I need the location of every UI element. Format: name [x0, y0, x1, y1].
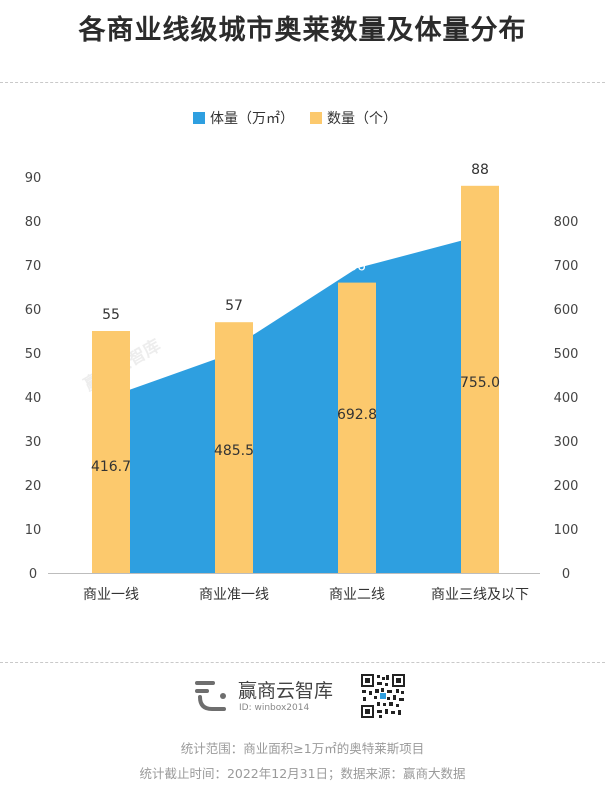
left-axis-tick: 50	[25, 347, 42, 362]
right-axis-tick: 200	[554, 479, 579, 494]
bar-count-2	[215, 322, 253, 573]
right-axis-tick: 300	[554, 435, 579, 450]
chart-title: 各商业线级城市奥莱数量及体量分布	[78, 15, 527, 46]
brand-block: 赢商云智库 ID: winbox2014	[192, 673, 422, 721]
area-value-label: 416.7	[91, 459, 131, 475]
left-axis-tick: 60	[25, 303, 42, 318]
area-value-label: 485.5	[214, 443, 254, 459]
bar-value-label: 66	[348, 259, 366, 275]
category-label: 商业一线	[83, 587, 139, 603]
qr-code-icon	[360, 673, 406, 719]
legend-swatch-2	[310, 112, 322, 124]
bar-count-4	[461, 185, 499, 574]
bar-count-1	[92, 331, 130, 573]
bottom-divider	[0, 662, 605, 663]
brand-logo-icon	[195, 681, 226, 711]
right-axis-tick: 0	[562, 567, 570, 582]
legend-swatch-1	[193, 112, 205, 124]
brand-name: 赢商云智库	[238, 680, 334, 702]
right-axis-tick: 400	[554, 391, 579, 406]
left-axis-tick: 30	[25, 435, 42, 450]
right-axis-tick: 600	[554, 303, 579, 318]
left-axis-tick: 0	[29, 567, 37, 582]
left-axis-tick: 20	[25, 479, 42, 494]
bar-count-3	[338, 282, 376, 573]
area-series-volume	[130, 240, 461, 574]
left-axis-tick: 10	[25, 523, 42, 538]
top-divider	[0, 82, 605, 83]
bar-value-label: 57	[225, 298, 243, 314]
bar-value-label: 88	[471, 162, 489, 178]
left-axis-tick: 80	[25, 215, 42, 230]
category-label: 商业二线	[329, 587, 385, 603]
bar-value-label: 55	[102, 307, 120, 323]
right-axis-tick: 100	[554, 523, 579, 538]
chart: 赢商云智库赢商云智库赢商云智库 55576688416.7485.5692.87…	[25, 111, 579, 603]
left-axis-tick: 90	[25, 171, 42, 186]
legend-label-1: 体量（万㎡）	[210, 111, 294, 127]
right-axis-tick: 800	[554, 215, 579, 230]
area-value-label: 692.8	[337, 407, 377, 423]
footer-source: 统计截止时间：2022年12月31日；数据来源：赢商大数据	[139, 766, 466, 781]
legend-label-2: 数量（个）	[327, 111, 397, 127]
right-axis-tick: 700	[554, 259, 579, 274]
left-axis-tick: 70	[25, 259, 42, 274]
footer-scope: 统计范围：商业面积≥1万㎡的奥特莱斯项目	[180, 741, 425, 756]
right-axis-tick: 500	[554, 347, 579, 362]
left-axis-tick: 40	[25, 391, 42, 406]
category-label: 商业准一线	[199, 587, 269, 603]
area-value-label: 755.0	[460, 375, 500, 391]
brand-id: ID: winbox2014	[239, 703, 310, 713]
category-label: 商业三线及以下	[431, 587, 529, 603]
